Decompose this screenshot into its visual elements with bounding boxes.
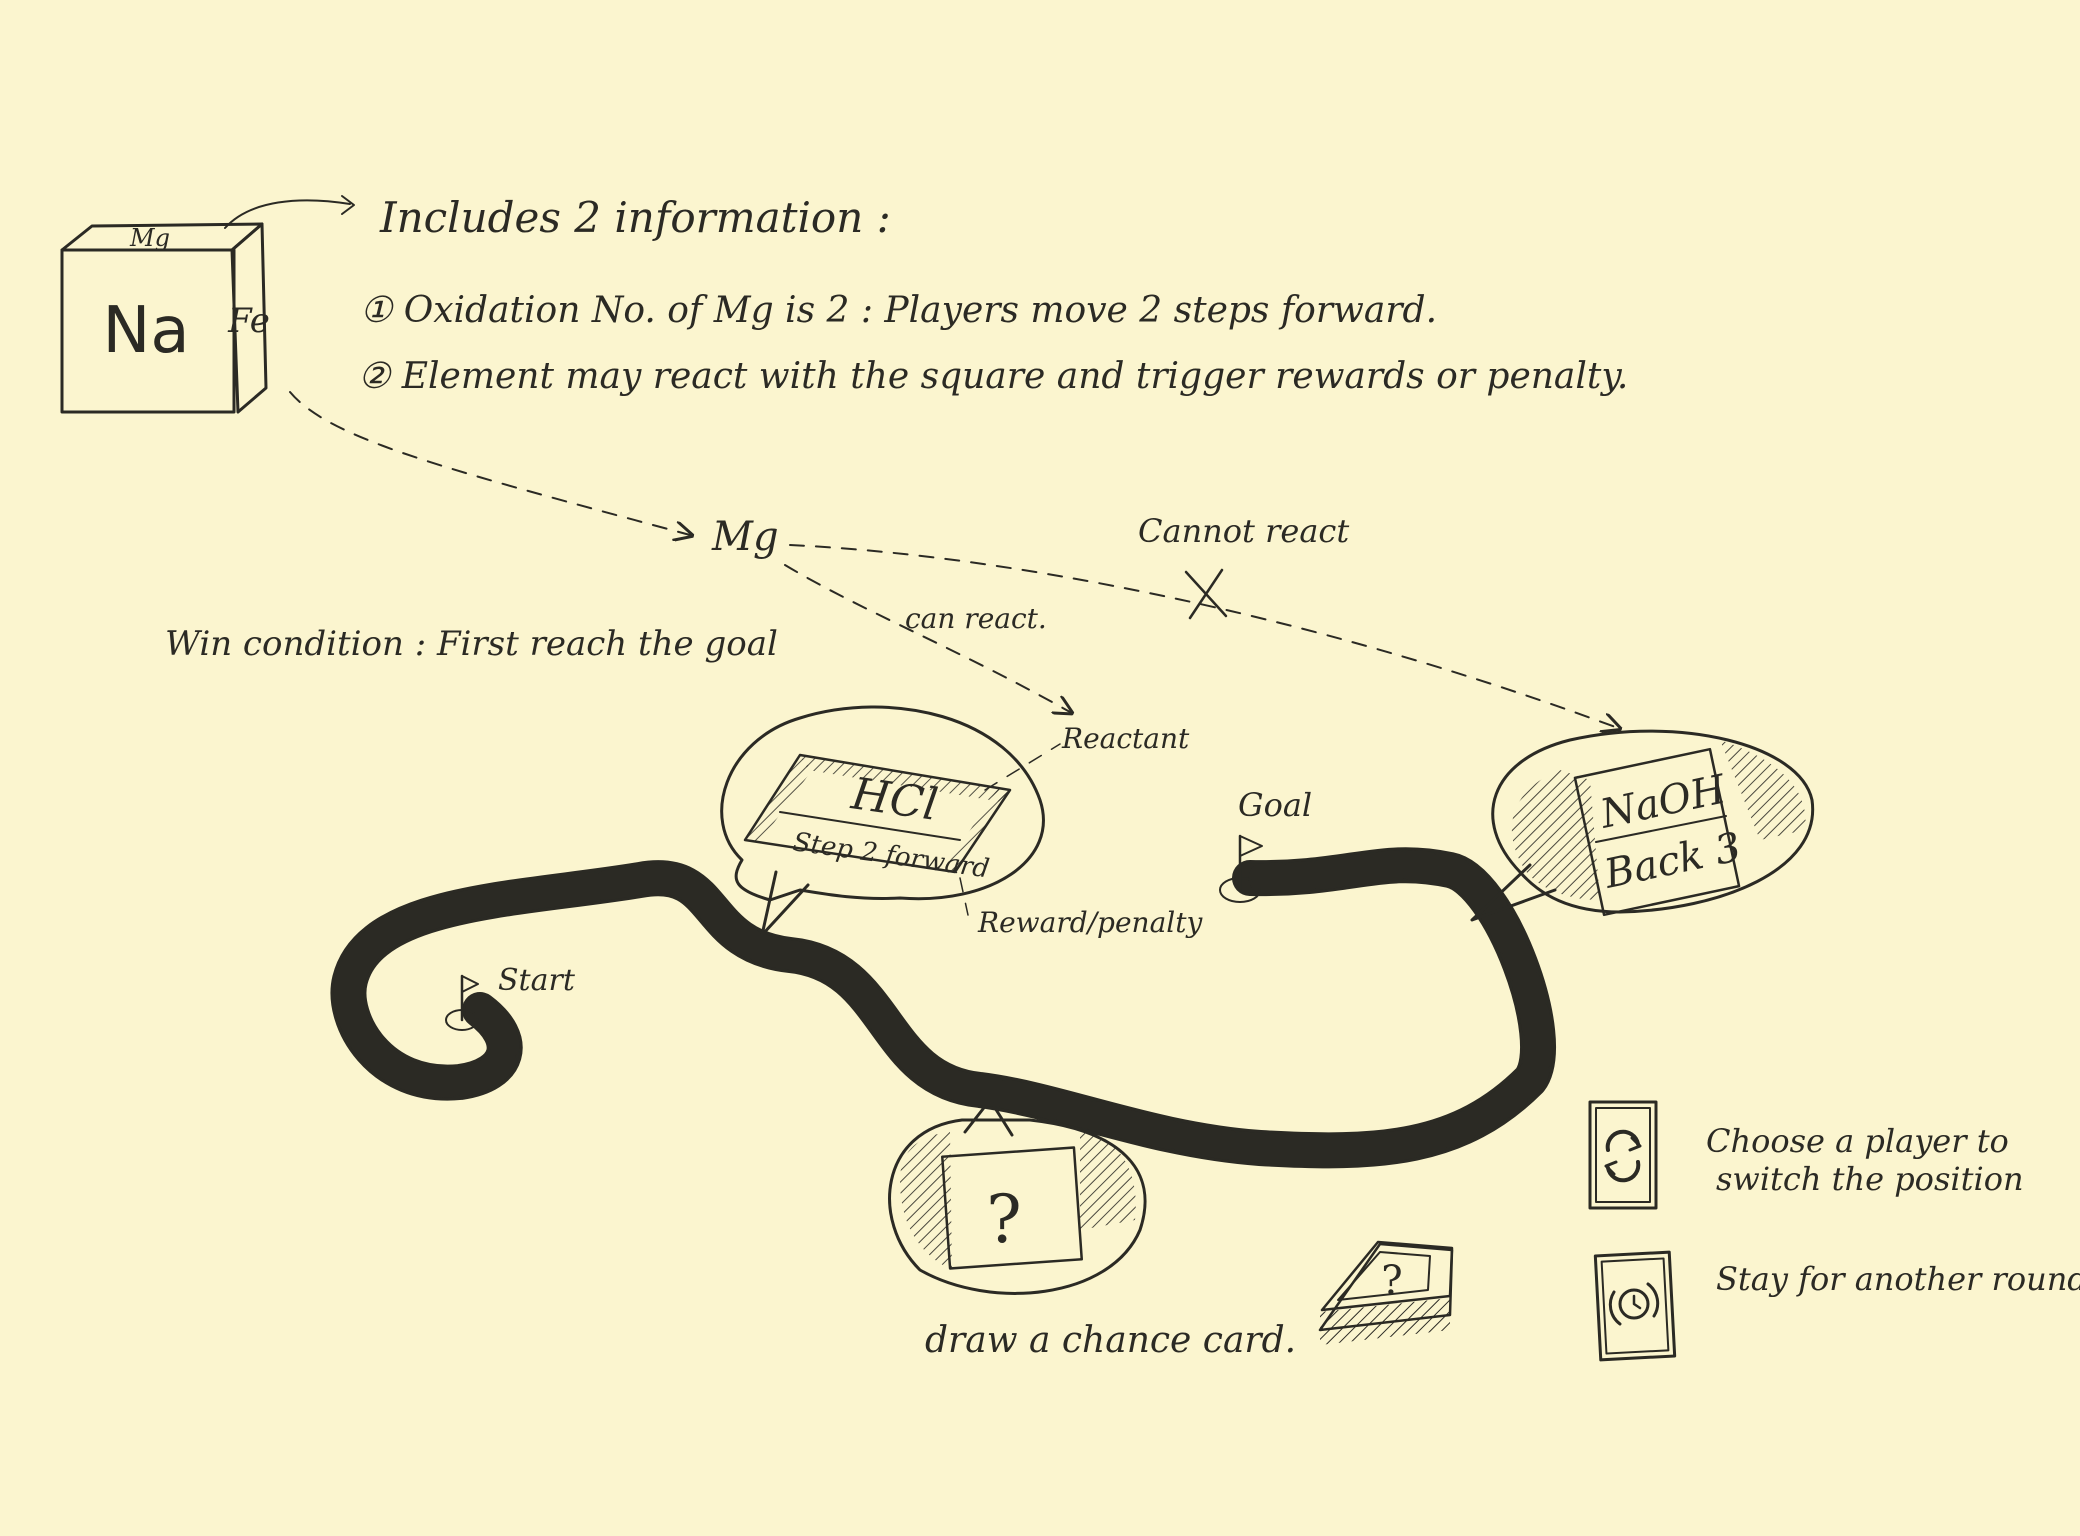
switch-card <box>1588 1100 1658 1210</box>
win-condition: Win condition : First reach the goal <box>165 624 778 664</box>
dice-to-mg-link <box>289 391 690 535</box>
start-flag-icon <box>445 974 479 1031</box>
dice-side-label: Fe <box>227 301 270 341</box>
dice-info-arrow <box>224 199 351 229</box>
reactant-label: Reactant <box>1061 722 1190 755</box>
stay-card-description: Stay for another round <box>1716 1260 2080 1298</box>
reactant-leader <box>984 743 1061 791</box>
hcl-reward-text: Step 2 forward <box>791 827 991 884</box>
chance-caption: draw a chance card. <box>925 1320 1296 1361</box>
deck-question-symbol: ? <box>1381 1258 1402 1304</box>
cannot-react-link <box>789 544 1618 728</box>
cannot-react-label: Cannot react <box>1138 512 1349 550</box>
dice-front-label: Na <box>102 294 189 368</box>
switch-card-description: Choose a player to switch the position <box>1706 1122 2024 1198</box>
goal-flag-icon <box>1219 834 1263 903</box>
reward-penalty-label: Reward/penalty <box>977 906 1203 939</box>
element-dice: Na Mg Fe <box>60 222 270 414</box>
info-item-1: ① Oxidation No. of Mg is 2 : Players mov… <box>360 290 1437 331</box>
cannot-react-cross <box>1184 568 1228 620</box>
dice-info-arrowhead <box>341 195 355 215</box>
can-react-link <box>784 564 1070 712</box>
stay-card <box>1593 1250 1677 1362</box>
info-heading: Includes 2 information : <box>379 193 891 242</box>
chance-symbol: ? <box>986 1181 1021 1258</box>
dice-top-label: Mg <box>129 224 170 252</box>
hcl-square-callout: HCl Step 2 forward <box>720 705 1045 937</box>
naoh-reactant-text: NaOH <box>1596 766 1731 838</box>
switch-arrows-icon <box>1604 1129 1642 1183</box>
info-block: Includes 2 information : ① Oxidation No.… <box>358 193 1628 397</box>
stay-clock-icon <box>1608 1282 1660 1326</box>
start-label: Start <box>498 963 576 998</box>
goal-label: Goal <box>1238 786 1312 824</box>
naoh-penalty-text: Back 3 <box>1600 824 1746 898</box>
chance-square-callout: ? <box>888 1098 1147 1295</box>
reaction-element: Mg <box>711 514 779 560</box>
can-react-label: can react. <box>905 602 1047 635</box>
board-track <box>330 847 1557 1169</box>
chance-card-deck-icon: ? <box>1318 1240 1454 1345</box>
reward-leader <box>959 877 969 916</box>
hcl-reactant-text: HCl <box>847 768 940 831</box>
naoh-square-callout: NaOH Back 3 <box>1470 729 1815 922</box>
info-item-2: ② Element may react with the square and … <box>358 356 1628 397</box>
